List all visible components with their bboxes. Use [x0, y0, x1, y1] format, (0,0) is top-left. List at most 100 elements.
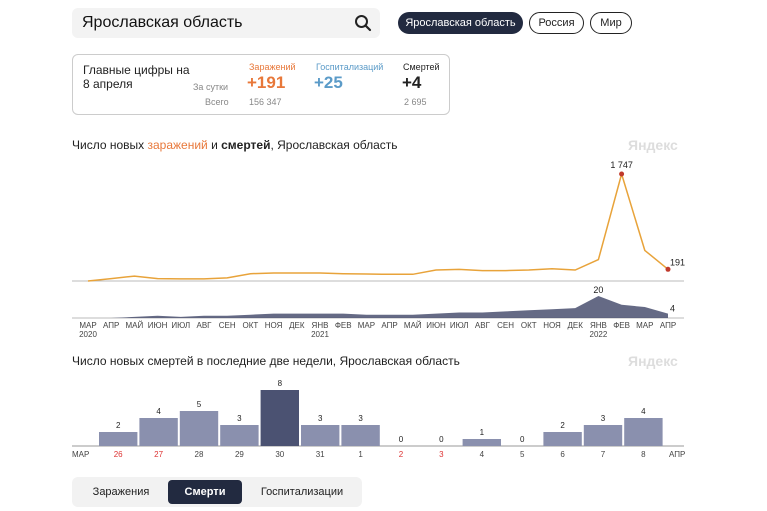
tab-infections[interactable]: Заражения [92, 486, 150, 498]
x-tick-label: МАР [358, 321, 375, 330]
chart1-title: Число новых заражений и смертей, Ярослав… [72, 138, 398, 152]
death-bar [179, 411, 219, 446]
death-bar [99, 432, 138, 446]
x-tick-label: АВГ [475, 321, 491, 330]
x-tick-label: МАЙ [404, 321, 422, 330]
hospital-value: +25 [314, 73, 343, 92]
x-year-label: 2020 [79, 330, 97, 339]
infections-value: +191 [247, 73, 286, 92]
day-label: 31 [316, 450, 325, 459]
deaths-total: 2 695 [404, 97, 427, 107]
death-bar-value: 4 [156, 407, 161, 416]
search-icon[interactable] [354, 14, 372, 32]
day-label: 2 [399, 450, 404, 459]
death-bar [260, 390, 299, 446]
deaths-label: Смертей [403, 62, 440, 72]
x-tick-label: СЕН [219, 321, 236, 330]
day-label: 26 [114, 450, 123, 459]
yandex-watermark-2: Яндекс [628, 353, 678, 369]
deaths-last-label: 4 [670, 304, 675, 314]
infections-last-point [665, 266, 671, 272]
chart1-title-infections: заражений [147, 138, 208, 152]
x-tick-label: АПР [103, 321, 119, 330]
region-pill-world[interactable]: Мир [590, 12, 632, 34]
day-label: 29 [235, 450, 244, 459]
search-input[interactable]: Ярославская область [82, 14, 243, 31]
x-tick-label: ЯНВ [590, 321, 607, 330]
infections-total: 156 347 [249, 97, 282, 107]
summary-card: Главные цифры на 8 апреля За сутки Всего… [72, 54, 450, 115]
death-bar-value: 1 [480, 428, 485, 437]
month-start-label: МАР [72, 450, 89, 459]
death-bar [543, 432, 582, 446]
death-bar [341, 425, 380, 446]
x-tick-label: НОЯ [543, 321, 561, 330]
death-bar [583, 425, 623, 446]
day-label: 1 [358, 450, 363, 459]
day-label: 3 [439, 450, 444, 459]
x-tick-label: ИЮН [148, 321, 168, 330]
total-label: Всего [205, 97, 229, 107]
deaths-peak-label: 20 [593, 285, 603, 295]
deaths-area [88, 296, 668, 318]
x-tick-label: МАР [636, 321, 653, 330]
infections-peak-point [619, 171, 625, 177]
death-bar-value: 3 [601, 414, 606, 423]
yandex-watermark: Яндекс [628, 137, 678, 153]
day-label: 5 [520, 450, 525, 459]
chart1-title-suffix: , Ярославская область [270, 138, 398, 152]
x-tick-label: МАЙ [126, 321, 144, 330]
x-tick-label: ОКТ [521, 321, 537, 330]
death-bar-value: 0 [399, 435, 404, 444]
day-label: 6 [560, 450, 565, 459]
metric-tabs: Заражения Смерти Госпитализации [72, 477, 362, 507]
death-bar-value: 0 [520, 435, 525, 444]
tab-deaths[interactable]: Смерти [168, 480, 242, 504]
x-tick-label: АПР [381, 321, 397, 330]
x-tick-label: ДЕК [289, 321, 305, 330]
x-tick-label: АВГ [196, 321, 212, 330]
death-bar-value: 2 [560, 421, 565, 430]
infections-peak-label: 1 747 [610, 160, 633, 170]
death-bar-value: 4 [641, 407, 646, 416]
death-bar-value: 5 [197, 400, 202, 409]
day-label: 28 [195, 450, 204, 459]
infections-label: Заражений [249, 62, 296, 72]
x-tick-label: ОКТ [243, 321, 259, 330]
x-tick-label: ФЕВ [613, 321, 630, 330]
day-label: 27 [154, 450, 163, 459]
x-tick-label: ДЕК [567, 321, 583, 330]
infections-last-label: 191 [670, 257, 685, 267]
x-tick-label: АПР [660, 321, 676, 330]
x-tick-label: ЯНВ [312, 321, 329, 330]
death-bar-value: 3 [358, 414, 363, 423]
region-pill-russia[interactable]: Россия [529, 12, 584, 34]
infections-line [87, 171, 669, 282]
death-bar [462, 439, 501, 446]
x-tick-label: ФЕВ [335, 321, 352, 330]
day-label: 7 [601, 450, 606, 459]
x-year-label: 2022 [590, 330, 608, 339]
death-bar [301, 425, 340, 446]
death-bar [139, 418, 178, 446]
death-bar-value: 8 [278, 379, 283, 388]
death-bar [220, 425, 259, 446]
x-tick-label: НОЯ [265, 321, 283, 330]
month-end-label: АПР [669, 450, 685, 459]
chart1-title-deaths: смертей [221, 138, 271, 152]
region-pill-yaroslavl[interactable]: Ярославская область [398, 12, 523, 34]
summary-title: Главные цифры на 8 апреля [83, 63, 190, 91]
death-bar-value: 3 [237, 414, 242, 423]
chart1-title-prefix: Число новых [72, 138, 148, 152]
tab-hospitalizations[interactable]: Госпитализации [260, 486, 344, 498]
hospital-label: Госпитализаций [316, 62, 384, 72]
chart1-title-mid: и [207, 138, 222, 152]
x-tick-label: МАР [79, 321, 96, 330]
death-bar-value: 2 [116, 421, 121, 430]
x-tick-label: ИЮЛ [450, 321, 469, 330]
search-box[interactable]: Ярославская область [72, 8, 380, 38]
death-bar-value: 3 [318, 414, 323, 423]
chart2-title: Число новых смертей в последние две неде… [72, 354, 460, 368]
per-day-label: За сутки [193, 82, 229, 92]
